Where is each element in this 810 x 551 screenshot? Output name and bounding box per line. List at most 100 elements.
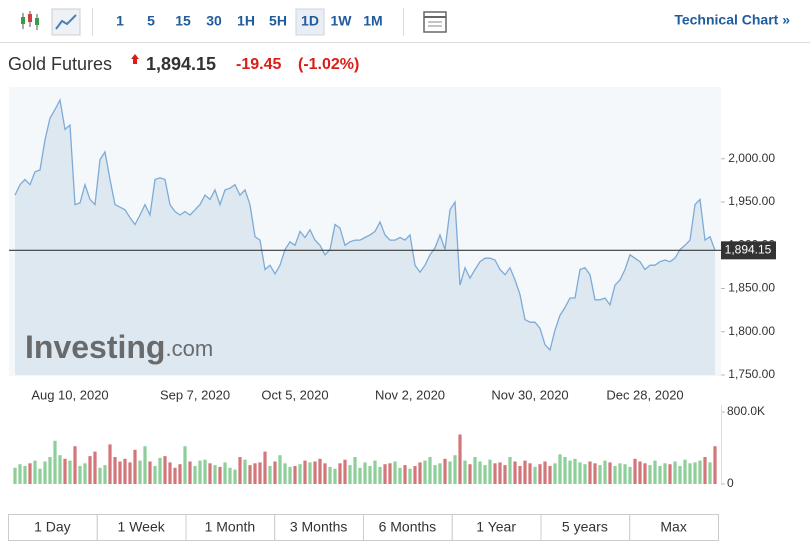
volume-bar <box>83 463 87 484</box>
volume-bar <box>573 458 577 484</box>
interval-button[interactable]: 1H <box>237 13 255 29</box>
volume-bar <box>253 463 257 484</box>
watermark-part: Investing <box>25 329 165 365</box>
volume-bar <box>588 461 592 484</box>
x-tick-label: Dec 28, 2020 <box>606 387 683 402</box>
volume-bar <box>463 460 467 484</box>
x-tick-label: Oct 5, 2020 <box>261 387 328 402</box>
candle-icon[interactable] <box>21 11 39 30</box>
volume-bar <box>88 456 92 484</box>
interval-button[interactable]: 15 <box>175 13 191 29</box>
volume-bar <box>558 454 562 484</box>
interval-button[interactable]: 1W <box>331 13 353 29</box>
volume-bar <box>153 466 157 484</box>
x-tick-label: Nov 2, 2020 <box>375 387 445 402</box>
volume-bar <box>23 466 27 484</box>
interval-button[interactable]: 30 <box>206 13 222 29</box>
volume-bar <box>503 465 507 484</box>
range-button-label[interactable]: 1 Year <box>476 519 516 535</box>
last-price-label: 1,894.15 <box>725 243 772 257</box>
area-icon[interactable] <box>51 8 81 36</box>
volume-bar <box>653 460 657 484</box>
volume-bar <box>543 461 547 484</box>
volume-bar <box>283 463 287 484</box>
range-button[interactable] <box>96 514 187 541</box>
volume-bar <box>708 462 712 484</box>
range-button-label[interactable]: Max <box>660 519 686 535</box>
volume-bar <box>323 463 327 484</box>
volume-bar <box>338 463 342 484</box>
technical-chart-link[interactable]: Technical Chart » <box>674 12 790 28</box>
volume-tick-label: 800.0K <box>727 404 765 418</box>
price-line <box>14 97 716 352</box>
interval-active <box>295 8 325 36</box>
volume-bar <box>458 434 462 484</box>
volume-bar <box>53 440 57 484</box>
interval-button[interactable]: 1 <box>116 13 124 29</box>
volume-bar <box>538 464 542 484</box>
volume-bar <box>578 462 582 484</box>
volume-bar <box>683 459 687 484</box>
interval-button[interactable]: 5H <box>269 13 287 29</box>
interval-button[interactable]: 1D <box>301 13 319 29</box>
volume-bar <box>233 469 237 484</box>
range-button[interactable] <box>274 514 364 541</box>
volume-bar <box>613 466 617 484</box>
watermark-part: .com <box>165 336 213 361</box>
volume-bar <box>128 462 132 484</box>
volume-bar <box>643 463 647 484</box>
volume-bar <box>358 467 362 484</box>
volume-bar <box>68 460 72 484</box>
volume-bar <box>143 446 147 484</box>
volume-bar <box>403 465 407 484</box>
range-button-label[interactable]: 1 Day <box>34 519 71 535</box>
range-button-label[interactable]: 3 Months <box>290 519 348 535</box>
volume-bar <box>488 459 492 484</box>
y-tick-label: 1,950.00 <box>728 194 775 208</box>
volume-bar <box>188 461 192 484</box>
volume-bar <box>303 460 307 484</box>
volume-bar <box>498 462 502 484</box>
volume-tick-label: 0 <box>727 476 734 490</box>
price: 1,894.15 <box>146 54 216 74</box>
x-tick-label: Sep 7, 2020 <box>160 387 230 402</box>
volume-bar <box>223 462 227 484</box>
volume-bar <box>443 458 447 484</box>
volume-bar <box>453 455 457 484</box>
range-button[interactable] <box>363 514 453 541</box>
interval-button[interactable]: 5 <box>147 13 155 29</box>
volume-bar <box>703 457 707 484</box>
volume-bar <box>693 462 697 484</box>
plot: Investing.com <box>14 97 716 375</box>
range-button[interactable] <box>629 514 719 541</box>
volume-bar <box>368 466 372 484</box>
volume-bar <box>483 465 487 484</box>
volume-bar <box>228 467 232 484</box>
volume-bar <box>258 462 262 484</box>
volume-bar <box>493 463 497 484</box>
interval-button[interactable]: 1M <box>363 13 382 29</box>
y-tick-label: 1,850.00 <box>728 281 775 295</box>
range-button-label[interactable]: 1 Week <box>118 519 166 535</box>
range-button-label[interactable]: 1 Month <box>205 519 256 535</box>
settings-icon[interactable] <box>423 11 447 33</box>
volume-bar <box>273 461 277 484</box>
volume-bar <box>393 461 397 484</box>
range-button[interactable] <box>540 514 631 541</box>
volume-bar <box>118 461 122 484</box>
volume-bar <box>348 465 352 484</box>
range-button-label[interactable]: 5 years <box>562 519 608 535</box>
volume-bar <box>328 466 332 484</box>
volume-bar <box>353 457 357 484</box>
volume-bar <box>333 468 337 484</box>
volume-bar <box>103 465 107 484</box>
range-button-label[interactable]: 6 Months <box>379 519 437 535</box>
volume-bar <box>593 463 597 484</box>
volume-bar <box>18 464 22 484</box>
y-tick-label: 1,750.00 <box>728 367 775 381</box>
watermark: Investing.com <box>25 329 213 365</box>
volume-bar <box>513 461 517 484</box>
volume-bar <box>38 468 42 484</box>
volume-bar <box>598 465 602 484</box>
volume-bar <box>193 466 197 484</box>
